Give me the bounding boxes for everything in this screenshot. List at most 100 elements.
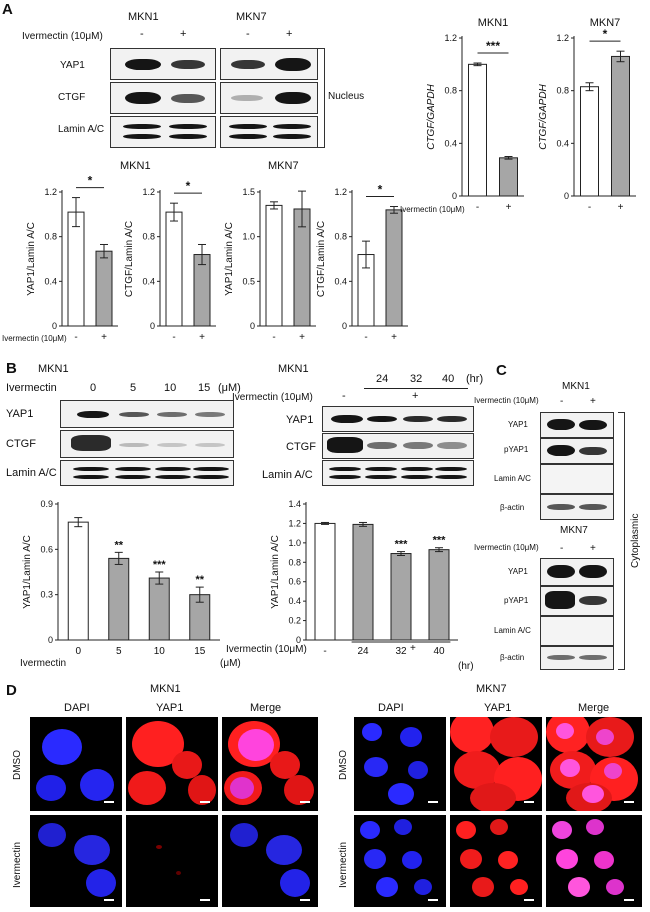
blot-a-fraction-label: Nucleus	[328, 91, 365, 102]
bar	[95, 250, 113, 327]
y-axis-label: CTGF/GAPDH	[426, 83, 437, 149]
micro-mkn7-dmso-merge	[546, 717, 642, 811]
x-tick-label: 32	[395, 646, 407, 657]
y-tick-label: 0	[296, 635, 301, 645]
bar	[499, 157, 518, 197]
blot-b-left-row: Lamin A/C	[6, 467, 57, 479]
chart-title: MKN7	[590, 17, 621, 29]
bar	[165, 211, 183, 327]
bars-a-top-treatment-label: Ivermectin (10μM)	[400, 205, 465, 214]
micro-mkn7-iver-yap1	[450, 815, 542, 907]
blot-b-right-cell-line: MKN1	[278, 363, 309, 375]
blot-b-right-sign: -	[342, 390, 346, 402]
micro-mkn1-dmso-dapi	[30, 717, 122, 811]
blot-b-dose: 15	[198, 382, 211, 394]
blot-a-sign: -	[140, 28, 144, 40]
y-axis-label: YAP1/Lamin A/C	[26, 222, 37, 296]
x-tick-label: +	[199, 332, 205, 343]
significance-mark: ***	[486, 39, 500, 53]
micro-mkn7-iver-dapi	[354, 815, 446, 907]
y-tick-label: 1.2	[44, 187, 57, 197]
blot-b-time-unit: (hr)	[466, 373, 484, 385]
y-tick-label: 0	[52, 321, 57, 331]
d-condition-label: DMSO	[338, 750, 349, 780]
y-axis-label: YAP1/Lamin A/C	[270, 535, 281, 609]
y-axis-label: CTGF/Lamin A/C	[316, 221, 327, 297]
y-tick-label: 0.4	[288, 596, 301, 606]
blot-b-left-treatment: Ivermectin	[6, 382, 57, 394]
y-tick-label: 0.4	[142, 276, 155, 286]
chart-a-mkn7-yap: 0 0.5 1.0 1.5 YAP1/Lamin A/C - +	[224, 187, 316, 343]
chart-a-mkn1-ctgf: 0 0.4 0.8 1.2 CTGF/Lamin A/C - + *	[124, 179, 216, 343]
blot-c-mkn7-lamin	[540, 616, 614, 646]
d-condition-label: Ivermectin	[338, 841, 349, 888]
blot-b-right-row: CTGF	[286, 441, 316, 453]
d-channel-label: Merge	[578, 702, 610, 714]
blot-c-mkn1-yap1	[540, 412, 614, 438]
x-tick-label: -	[74, 332, 77, 343]
significance-mark: *	[378, 183, 383, 197]
chart-b-time-sign: +	[410, 643, 416, 654]
nucleus-bracket	[318, 48, 325, 148]
y-tick-label: 0	[48, 635, 53, 645]
blot-a-row-label: CTGF	[58, 92, 86, 103]
y-axis-label: CTGF/Lamin A/C	[124, 221, 135, 297]
y-tick-label: 0.6	[40, 544, 53, 554]
blot-c-mkn1-sign: -	[560, 396, 564, 407]
panel-letter-c: C	[496, 362, 507, 379]
bar	[148, 577, 170, 641]
blot-b-right-lamin	[322, 460, 474, 486]
y-axis-label: YAP1/Lamin A/C	[22, 535, 33, 609]
blot-a-mkn1-label: MKN1	[128, 11, 159, 23]
x-tick-label: -	[476, 202, 479, 213]
significance-mark: **	[114, 539, 123, 551]
x-tick-label: 5	[116, 646, 122, 657]
blot-a-mkn1-ctgf	[110, 82, 216, 114]
significance-mark: *	[88, 174, 93, 188]
y-tick-label: 0.8	[334, 232, 347, 242]
bar	[193, 254, 211, 327]
d-condition-label: Ivermectin	[12, 841, 23, 888]
d-mkn7-label: MKN7	[476, 683, 507, 695]
d-channel-label: DAPI	[64, 702, 90, 714]
x-tick-label: -	[364, 332, 367, 343]
blot-a-mkn7-yap1	[220, 48, 318, 80]
chart-b-time-xtitle: Ivermectin (10μM)	[226, 644, 307, 655]
bar	[385, 209, 403, 327]
blot-a-mkn7-lamin	[220, 116, 318, 148]
y-tick-label: 0.4	[556, 138, 569, 148]
blot-a-mkn7-label: MKN7	[236, 11, 267, 23]
blot-b-right-ctgf	[322, 433, 474, 459]
blot-b-left-cell-line: MKN1	[38, 363, 69, 375]
blot-b-right-row: YAP1	[286, 414, 314, 426]
blot-c-mkn1-sign: +	[590, 396, 596, 407]
x-tick-label: 40	[433, 646, 445, 657]
y-tick-label: 0.5	[242, 276, 255, 286]
blot-c-mkn7-label: MKN7	[560, 525, 588, 536]
x-tick-label: -	[588, 202, 591, 213]
bar	[67, 521, 89, 641]
blot-b-dose: 0	[90, 382, 97, 394]
blot-a-row-label: YAP1	[60, 60, 85, 71]
y-axis-label: YAP1/Lamin A/C	[224, 222, 235, 296]
blot-c-mkn1-actin	[540, 494, 614, 520]
y-tick-label: 0.4	[334, 276, 347, 286]
y-tick-label: 0.8	[444, 86, 457, 96]
blot-b-left-ctgf	[60, 430, 234, 458]
x-tick-label: 10	[154, 646, 166, 657]
blot-a-sign: -	[246, 28, 250, 40]
blot-b-dose: 5	[130, 382, 137, 394]
bars-a-mkn7-label: MKN7	[268, 160, 299, 172]
y-tick-label: 0.4	[44, 276, 57, 286]
blot-c-row: β-actin	[500, 653, 525, 662]
micro-mkn7-iver-merge	[546, 815, 642, 907]
y-tick-label: 0.9	[40, 499, 53, 509]
d-condition-label: DMSO	[12, 750, 23, 780]
blot-c-row: YAP1	[508, 567, 528, 576]
chart-b-dose-xunit: (μM)	[220, 658, 241, 669]
blot-c-row: β-actin	[500, 503, 525, 512]
x-tick-label: -	[172, 332, 175, 343]
x-tick-label: 24	[357, 646, 369, 657]
blot-b-left-row: YAP1	[6, 408, 34, 420]
bar	[390, 553, 412, 641]
